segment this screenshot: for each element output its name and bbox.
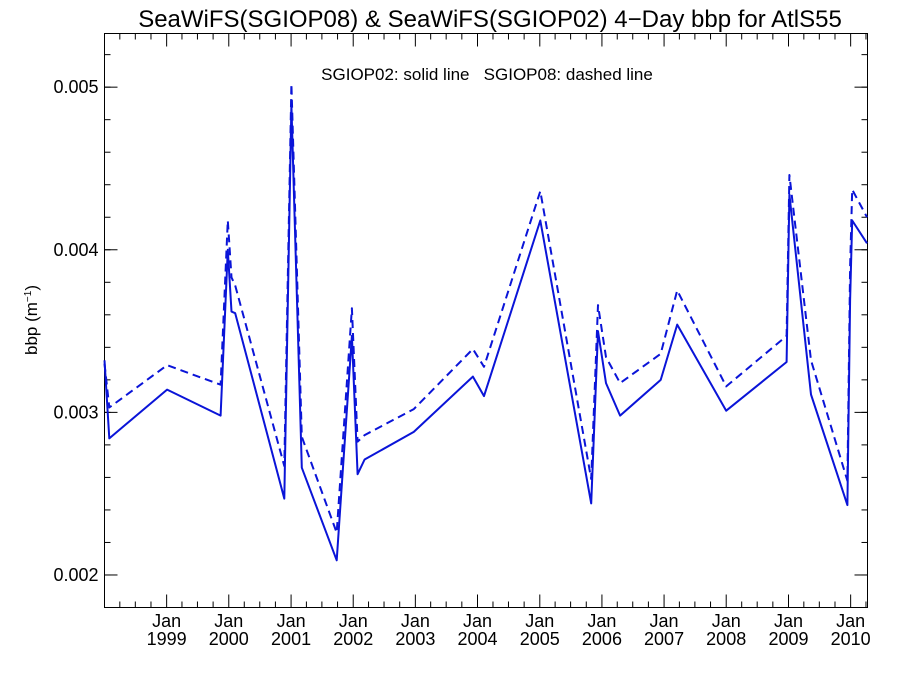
x-tick-year-label: 2008 bbox=[706, 629, 746, 649]
sgiop02-solid-line bbox=[103, 104, 868, 562]
y-tick-label: 0.002 bbox=[53, 565, 98, 585]
x-tick-year-label: 2003 bbox=[395, 629, 435, 649]
x-tick-month-label: Jan bbox=[650, 611, 679, 631]
x-tick-month-label: Jan bbox=[587, 611, 616, 631]
x-tick-year-label: 2005 bbox=[520, 629, 560, 649]
x-tick-year-label: 2004 bbox=[457, 629, 497, 649]
x-tick-month-label: Jan bbox=[774, 611, 803, 631]
y-axis-label: bbp (m−1) bbox=[22, 285, 41, 355]
x-tick-year-label: 2001 bbox=[271, 629, 311, 649]
x-tick-year-label: 2002 bbox=[333, 629, 373, 649]
series-layer bbox=[103, 82, 868, 562]
x-tick-year-label: 2006 bbox=[582, 629, 622, 649]
y-tick-label: 0.003 bbox=[53, 402, 98, 422]
x-tick-year-label: 1999 bbox=[147, 629, 187, 649]
tick-layer: 0.0020.0030.0040.005Jan1999Jan2000Jan200… bbox=[53, 33, 871, 649]
x-tick-month-label: Jan bbox=[401, 611, 430, 631]
x-tick-month-label: Jan bbox=[277, 611, 306, 631]
x-tick-month-label: Jan bbox=[152, 611, 181, 631]
chart-title: SeaWiFS(SGIOP08) & SeaWiFS(SGIOP02) 4−Da… bbox=[138, 6, 842, 33]
x-tick-month-label: Jan bbox=[463, 611, 492, 631]
y-tick-label: 0.005 bbox=[53, 77, 98, 97]
x-tick-year-label: 2007 bbox=[644, 629, 684, 649]
x-tick-year-label: 2000 bbox=[209, 629, 249, 649]
x-tick-year-label: 2010 bbox=[831, 629, 871, 649]
x-tick-month-label: Jan bbox=[214, 611, 243, 631]
sgiop08-dashed-line bbox=[103, 82, 868, 534]
x-tick-year-label: 2009 bbox=[768, 629, 808, 649]
x-tick-month-label: Jan bbox=[339, 611, 368, 631]
x-tick-month-label: Jan bbox=[712, 611, 741, 631]
y-tick-label: 0.004 bbox=[53, 240, 98, 260]
line-style-annotation: SGIOP02: solid line SGIOP08: dashed line bbox=[321, 65, 653, 84]
x-tick-month-label: Jan bbox=[525, 611, 554, 631]
plot-frame bbox=[104, 33, 868, 608]
x-tick-month-label: Jan bbox=[836, 611, 865, 631]
